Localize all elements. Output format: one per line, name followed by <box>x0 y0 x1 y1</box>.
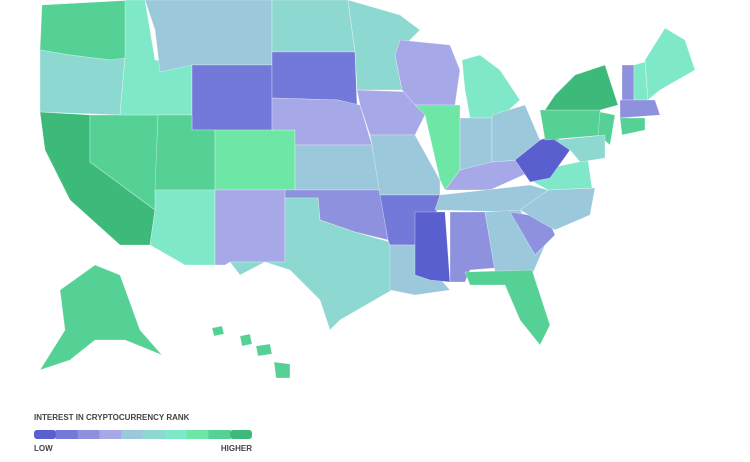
state <box>271 51 358 106</box>
legend-swatch <box>143 430 166 439</box>
state <box>644 27 696 101</box>
state <box>229 197 393 331</box>
legend-swatch <box>230 430 252 439</box>
state <box>619 117 646 136</box>
state <box>554 134 606 163</box>
legend <box>34 430 252 439</box>
state <box>273 361 291 379</box>
legend-swatch <box>208 430 231 439</box>
state <box>39 264 163 371</box>
legend-high: HIGHER <box>221 444 252 453</box>
legend-swatch <box>186 430 209 439</box>
state <box>464 269 551 346</box>
state <box>369 134 441 196</box>
state <box>39 49 126 116</box>
state <box>459 117 493 171</box>
legend-swatch <box>55 430 79 439</box>
legend-swatch <box>164 430 188 439</box>
legend-swatch <box>121 430 144 439</box>
state <box>544 64 619 111</box>
state <box>539 109 606 141</box>
state <box>144 0 273 73</box>
states <box>39 0 696 379</box>
state <box>214 189 286 266</box>
state <box>271 0 356 53</box>
state <box>294 144 381 191</box>
legend-swatch <box>99 430 122 439</box>
state <box>255 343 273 357</box>
state <box>461 54 521 119</box>
state <box>39 0 136 61</box>
state <box>149 189 216 266</box>
state <box>619 99 661 119</box>
state <box>621 64 635 101</box>
legend-swatch <box>34 430 57 439</box>
state <box>211 325 225 337</box>
state <box>414 211 451 283</box>
legend-swatch <box>77 430 100 439</box>
state <box>519 187 596 231</box>
legend-low: LOW <box>34 444 53 453</box>
state <box>191 64 273 131</box>
state <box>214 129 296 191</box>
state <box>239 333 253 347</box>
legend-title: INTEREST IN CRYPTOCURRENCY RANK <box>34 413 190 422</box>
